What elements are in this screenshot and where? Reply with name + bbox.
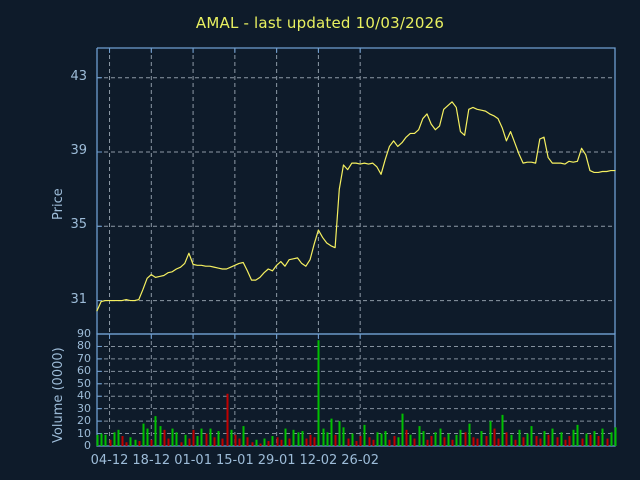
- volume-tick-label: 80: [77, 339, 91, 353]
- volume-tick-label: 70: [77, 351, 91, 365]
- volume-tick-label: 40: [77, 389, 91, 403]
- axes-frame: [96, 47, 616, 447]
- volume-tick-label: 50: [77, 376, 91, 390]
- price-line: [96, 101, 616, 312]
- price-tick-label: 39: [70, 143, 87, 158]
- date-tick-label: 15-01: [215, 453, 254, 468]
- volume-tick-label: 90: [77, 327, 91, 340]
- volume-tick-label: 30: [77, 401, 91, 415]
- date-tick-label: 12-02: [299, 453, 338, 468]
- volume-tick-label: 0: [84, 439, 91, 452]
- volume-frame: [96, 333, 616, 447]
- price-tick-label: 35: [70, 217, 87, 233]
- price-tick-label: 31: [70, 291, 87, 307]
- date-tick-label: 01-01: [174, 453, 212, 468]
- volume-tick-label: 60: [77, 364, 91, 378]
- volume-tick-label: 20: [77, 414, 91, 428]
- price-tick-label: 43: [70, 68, 87, 84]
- page-title: AMAL - last updated 10/03/2026: [195, 14, 445, 32]
- date-tick-label: 04-12: [90, 453, 129, 468]
- date-tick-label: 29-01: [257, 453, 296, 468]
- volume-bars: [96, 340, 617, 446]
- price-frame-top: [97, 47, 616, 334]
- grid-layer: [97, 48, 615, 446]
- date-tick-label: 18-12: [132, 453, 171, 468]
- price-frame: [96, 48, 615, 335]
- volume-tick-label: 10: [77, 426, 91, 440]
- date-tick-label: 26-02: [341, 453, 380, 468]
